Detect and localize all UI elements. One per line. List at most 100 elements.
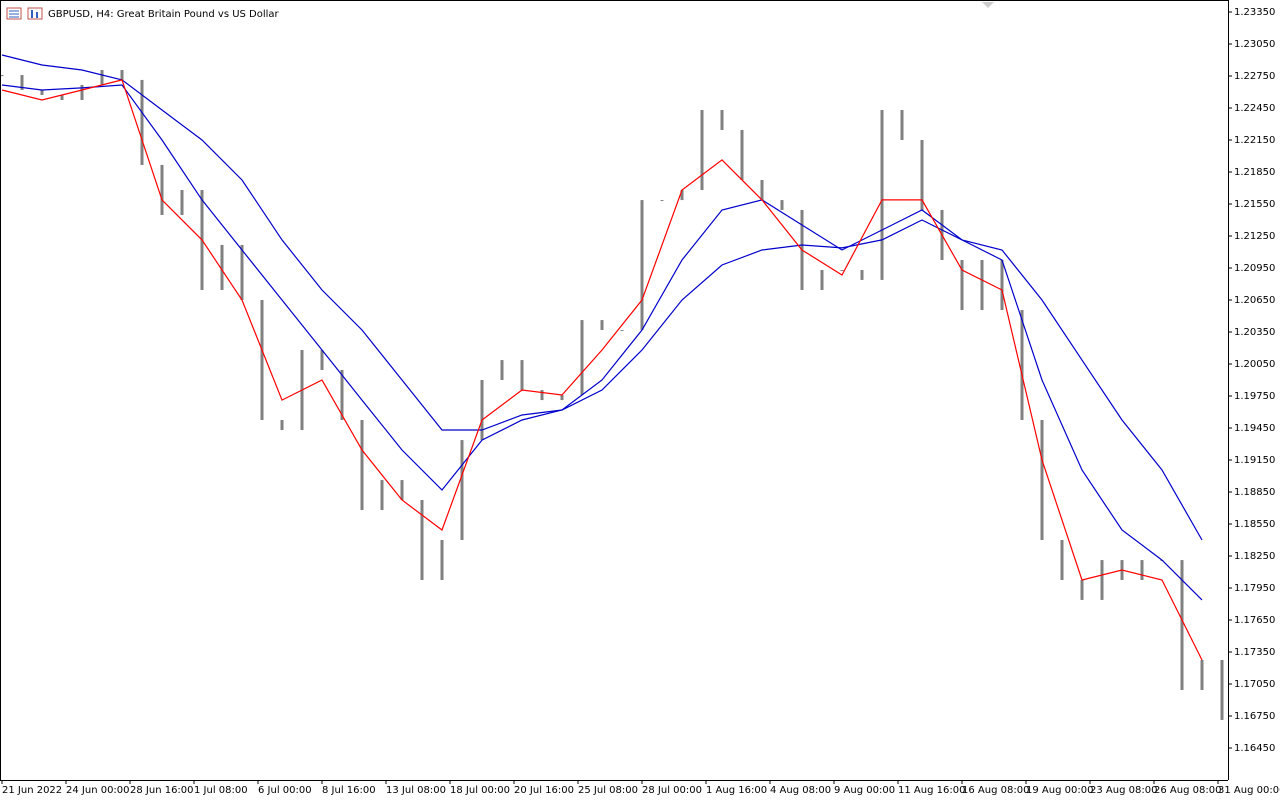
candle <box>740 129 744 180</box>
y-tick-label: 1.18850 <box>1234 487 1275 498</box>
y-tick-label: 1.17950 <box>1234 583 1275 594</box>
y-tick-label: 1.20650 <box>1234 295 1275 306</box>
y-tick-label: 1.16450 <box>1234 743 1275 754</box>
candle <box>1180 560 1184 690</box>
candle <box>240 244 244 300</box>
y-tick-label: 1.18250 <box>1234 551 1275 562</box>
candle <box>680 190 684 201</box>
x-tick-label: 16 Aug 08:00 <box>962 785 1029 796</box>
moving-average-line <box>1 54 1203 541</box>
candle <box>500 360 504 380</box>
chart-title: GBPUSD, H4: Great Britain Pound vs US Do… <box>48 9 280 20</box>
y-tick-label: 1.22450 <box>1234 103 1275 114</box>
candle <box>760 180 764 201</box>
x-tick-label: 1 Aug 16:00 <box>706 785 767 796</box>
x-tick-label: 25 Jul 08:00 <box>578 785 638 796</box>
x-tick-label: 19 Aug 00:00 <box>1026 785 1093 796</box>
x-tick-label: 26 Aug 08:00 <box>1154 785 1221 796</box>
y-tick-label: 1.21250 <box>1234 231 1275 242</box>
y-tick-label: 1.23350 <box>1234 7 1275 18</box>
candle <box>280 420 284 431</box>
candle <box>1220 660 1224 720</box>
x-tick-label: 28 Jun 16:00 <box>130 785 194 796</box>
candle <box>160 164 164 215</box>
x-tick-label: 31 Aug 00:00 <box>1218 785 1280 796</box>
moving-average-line <box>1 79 1203 661</box>
y-tick-label: 1.17350 <box>1234 647 1275 658</box>
candle <box>1200 660 1204 690</box>
candle <box>840 270 844 272</box>
x-tick-label: 13 Jul 08:00 <box>386 785 446 796</box>
candle <box>860 270 864 280</box>
y-tick-label: 1.19450 <box>1234 423 1275 434</box>
candle <box>440 540 444 580</box>
plot-area <box>0 54 1224 720</box>
x-tick-label: 28 Jul 00:00 <box>642 785 702 796</box>
y-tick-label: 1.20050 <box>1234 359 1275 370</box>
x-tick-label: 8 Jul 16:00 <box>322 785 376 796</box>
x-tick-label: 20 Jul 16:00 <box>514 785 574 796</box>
candle <box>360 420 364 511</box>
candle <box>380 480 384 511</box>
moving-average-line <box>1 84 1203 601</box>
candle <box>220 244 224 290</box>
candle <box>40 89 44 95</box>
candle <box>1100 560 1104 600</box>
candle <box>140 79 144 165</box>
candle <box>100 70 104 85</box>
candle <box>700 110 704 191</box>
y-tick-label: 1.19750 <box>1234 391 1275 402</box>
x-tick-label: 9 Aug 00:00 <box>834 785 895 796</box>
candle <box>1140 560 1144 580</box>
candle <box>1040 420 1044 540</box>
candle <box>400 480 404 500</box>
y-tick-label: 1.17650 <box>1234 615 1275 626</box>
candle <box>560 395 564 401</box>
candle <box>960 260 964 311</box>
candle <box>1060 540 1064 580</box>
y-tick-label: 1.23050 <box>1234 39 1275 50</box>
candle <box>80 84 84 100</box>
y-tick-label: 1.17050 <box>1234 679 1275 690</box>
candle <box>920 140 924 210</box>
candle <box>60 94 64 100</box>
candle <box>260 300 264 420</box>
candle <box>820 270 824 290</box>
candle <box>420 500 424 580</box>
y-tick-label: 1.22750 <box>1234 71 1275 82</box>
y-tick-label: 1.18550 <box>1234 519 1275 530</box>
x-tick-label: 6 Jul 00:00 <box>258 785 312 796</box>
candle <box>180 190 184 215</box>
candle <box>1000 260 1004 311</box>
candle <box>0 75 4 77</box>
candle <box>980 260 984 311</box>
x-tick-label: 1 Jul 08:00 <box>194 785 248 796</box>
candle <box>120 70 124 80</box>
candle <box>620 329 624 331</box>
y-tick-label: 1.19150 <box>1234 455 1275 466</box>
x-tick-label: 21 Jun 2022 <box>2 785 62 796</box>
y-tick-label: 1.16750 <box>1234 711 1275 722</box>
x-tick-label: 11 Aug 16:00 <box>898 785 965 796</box>
candle <box>340 369 344 420</box>
y-tick-label: 1.20950 <box>1234 263 1275 274</box>
candle <box>880 110 884 280</box>
candle <box>1080 580 1084 600</box>
x-tick-label: 24 Jun 00:00 <box>66 785 130 796</box>
candle <box>720 110 724 130</box>
x-tick-label: 23 Aug 08:00 <box>1090 785 1157 796</box>
candle <box>540 390 544 401</box>
candle <box>900 110 904 140</box>
x-tick-label: 18 Jul 00:00 <box>450 785 510 796</box>
y-tick-label: 1.22150 <box>1234 135 1275 146</box>
candle <box>1020 310 1024 420</box>
y-tick-label: 1.21850 <box>1234 167 1275 178</box>
candle <box>480 380 484 441</box>
candle <box>780 200 784 210</box>
candle <box>20 75 24 90</box>
y-tick-label: 1.21550 <box>1234 199 1275 210</box>
candle <box>640 200 644 330</box>
symbol-icon <box>6 7 22 20</box>
